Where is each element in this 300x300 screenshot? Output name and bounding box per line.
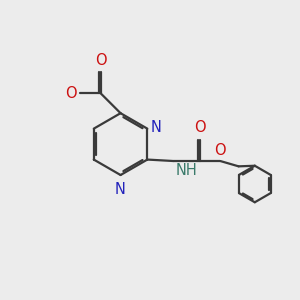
Text: NH: NH: [175, 163, 197, 178]
Text: O: O: [194, 120, 206, 135]
Text: N: N: [115, 182, 126, 196]
Text: N: N: [151, 120, 162, 135]
Text: O: O: [214, 142, 226, 158]
Text: O: O: [95, 52, 106, 68]
Text: O: O: [66, 86, 77, 101]
